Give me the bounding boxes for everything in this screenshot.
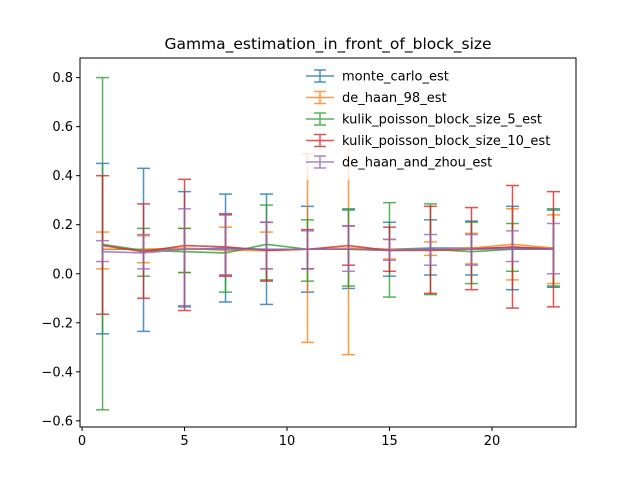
y-tick-label: 0.2: [52, 218, 73, 233]
legend-label: de_haan_and_zhou_est: [342, 156, 492, 171]
y-tick-label: −0.6: [41, 414, 73, 429]
legend-label: de_haan_98_est: [342, 91, 447, 106]
series-line: [102, 248, 554, 254]
legend: monte_carlo_est de_haan_98_est kulik_poiss…: [296, 64, 568, 180]
x-tick-label: 5: [180, 434, 188, 449]
series-de_haan_and_zhou_est: [96, 208, 560, 307]
y-tick-label: 0.6: [52, 120, 73, 135]
legend-box: [296, 64, 568, 180]
x-tick-label: 0: [78, 434, 86, 449]
legend-label: kulik_poisson_block_size_5_est: [342, 113, 542, 128]
y-tick-label: 0.0: [52, 267, 73, 282]
plot-frame: [79, 57, 577, 428]
legend-item: [306, 133, 334, 148]
chart-title: Gamma_estimation_in_front_of_block_size: [164, 35, 491, 54]
legend-item: [306, 69, 334, 83]
legend-item: [306, 155, 334, 169]
x-tick-label: 15: [381, 434, 398, 449]
legend-item: [306, 90, 334, 105]
legend-item: [306, 112, 334, 126]
y-tick-label: −0.2: [41, 316, 73, 331]
y-tick-label: 0.4: [52, 169, 73, 184]
y-tick-label: −0.4: [41, 365, 73, 380]
series-layer: [96, 76, 560, 411]
x-tick-label: 20: [484, 434, 501, 449]
axes-layer: 0 5 10 15 20 −0.6 −0.4 −0.2 0.0 0.2 0.4 0.6 0.8: [41, 71, 500, 449]
legend-label: monte_carlo_est: [342, 70, 449, 85]
x-tick-label: 10: [279, 434, 296, 449]
legend-label: kulik_poisson_block_size_10_est: [342, 134, 550, 149]
y-tick-label: 0.8: [52, 71, 73, 86]
